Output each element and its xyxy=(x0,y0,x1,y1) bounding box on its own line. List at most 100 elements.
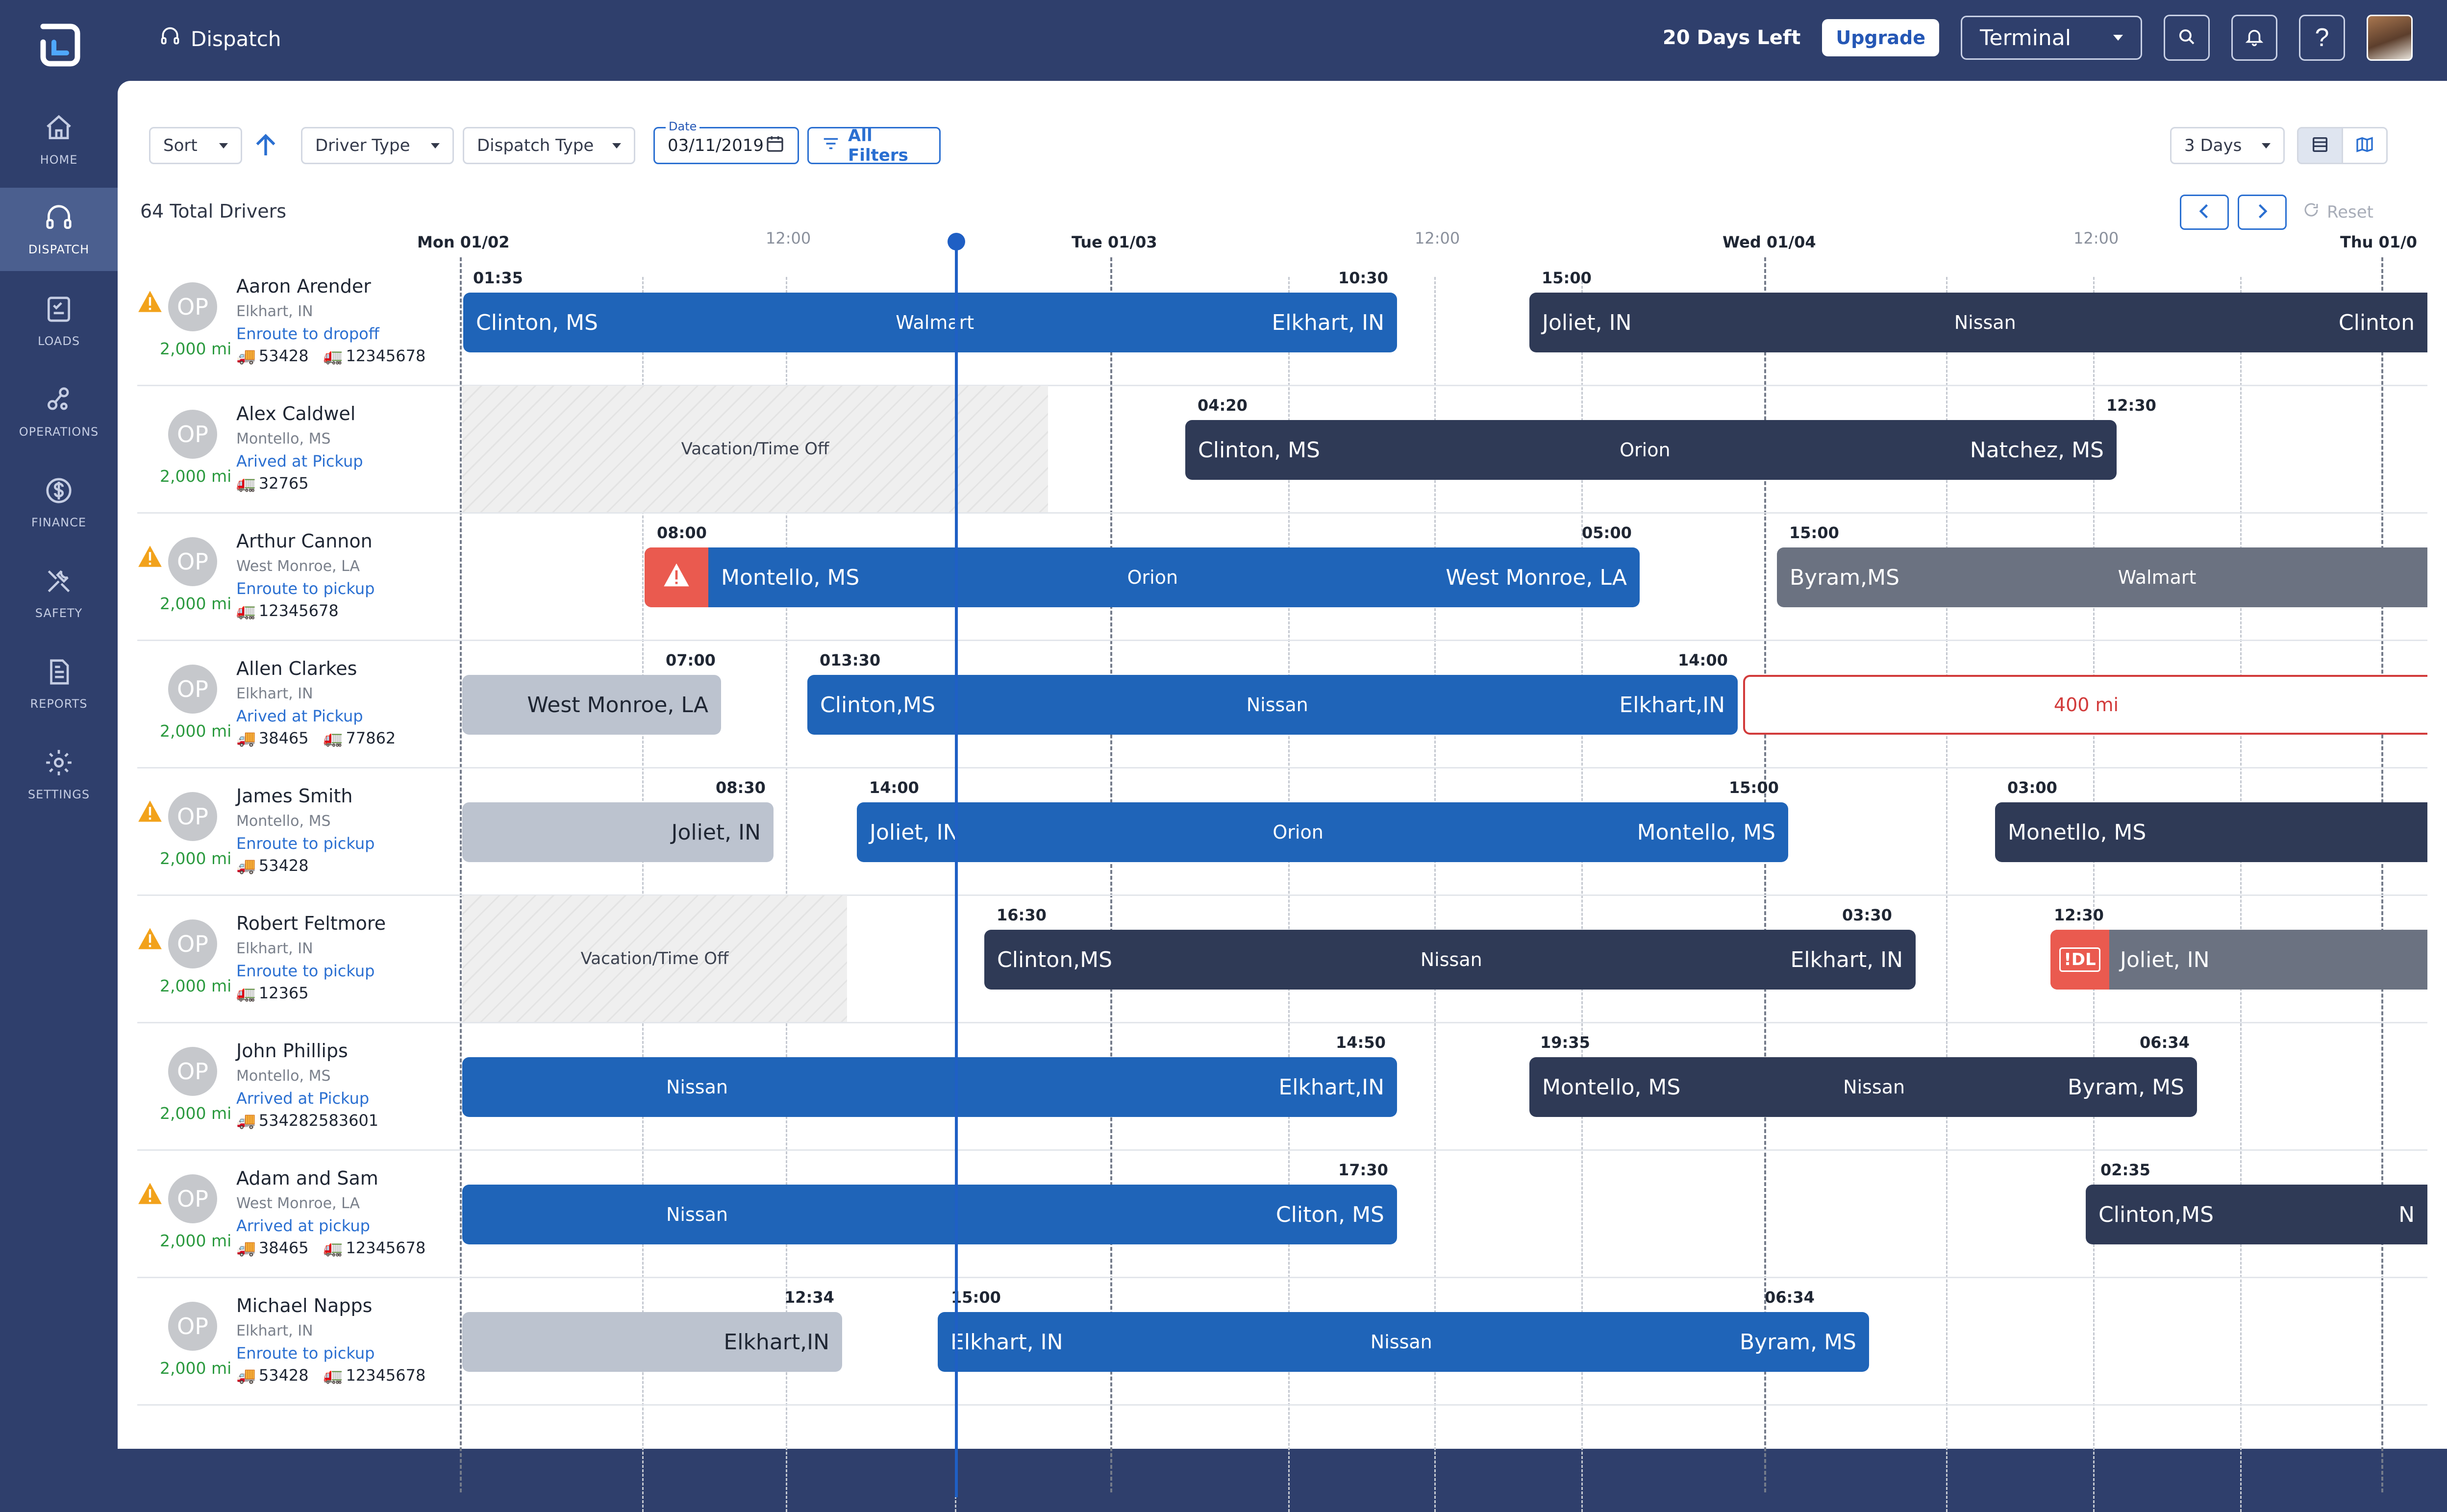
trailer-icon: 🚛 xyxy=(236,984,256,1002)
driver-name[interactable]: Adam and Sam xyxy=(236,1167,378,1189)
vacation-block[interactable]: Vacation/Time Off xyxy=(462,895,847,1022)
load-start-time: 04:20 xyxy=(1198,396,1248,415)
avatar: OP xyxy=(168,919,217,968)
load-bar[interactable]: Monetllo, MS xyxy=(1995,802,2427,862)
driver-type-select[interactable]: Driver Type xyxy=(301,127,454,164)
load-bar[interactable]: Clinton, MS Walmart Elkhart, IN xyxy=(463,293,1397,352)
next-period-button[interactable] xyxy=(2238,195,2287,230)
trailer-number: 12345678 xyxy=(258,601,339,620)
sidebar-item-home[interactable]: HOME xyxy=(0,98,118,181)
noon-label: 12:00 xyxy=(766,229,811,248)
dispatch-type-select[interactable]: Dispatch Type xyxy=(463,127,635,164)
driver-location: Elkhart, IN xyxy=(236,685,313,702)
driver-miles: 2,000 mi xyxy=(160,976,232,995)
avatar: OP xyxy=(168,1302,217,1351)
trailer-icon: 🚛 xyxy=(236,601,256,620)
vacation-label: Vacation/Time Off xyxy=(580,949,729,968)
load-bar[interactable]: Joliet, IN Orion Montello, MS xyxy=(857,802,1788,862)
chevron-down-icon xyxy=(2113,35,2123,41)
load-bar[interactable]: Clinton,MS Nissan Elkhart, IN xyxy=(984,930,1916,990)
load-destination: Elkhart,IN xyxy=(1619,692,1725,718)
load-bar[interactable]: West Monroe, LA xyxy=(462,675,721,735)
sidebar-item-reports[interactable]: REPORTS xyxy=(0,642,118,725)
user-avatar[interactable] xyxy=(2367,15,2413,61)
day-divider xyxy=(460,257,462,1492)
day-divider xyxy=(2381,257,2383,1492)
day-divider xyxy=(1110,257,1112,1492)
load-bar[interactable]: Joliet, IN xyxy=(462,802,774,862)
reset-button[interactable]: Reset xyxy=(2302,201,2373,223)
load-end-time: 08:30 xyxy=(716,778,766,797)
driver-name[interactable]: John Phillips xyxy=(236,1040,348,1062)
trailer-icon: 🚛 xyxy=(323,729,343,747)
load-start-time: 15:00 xyxy=(1542,269,1592,287)
load-destination: Byram, MS xyxy=(1739,1329,1856,1355)
load-customer: Nissan xyxy=(1954,312,2016,333)
load-bar[interactable]: Byram,MS Walmart xyxy=(1777,547,2427,607)
current-time-handle[interactable] xyxy=(948,233,965,250)
sort-select[interactable]: Sort xyxy=(149,127,242,164)
load-bar[interactable]: Clinton,MS N xyxy=(2086,1185,2427,1244)
help-button[interactable]: ? xyxy=(2299,15,2345,61)
terminal-select[interactable]: Terminal xyxy=(1961,16,2142,60)
notifications-button[interactable] xyxy=(2231,15,2277,61)
sort-direction-button[interactable] xyxy=(251,130,280,163)
load-destination: Elkhart,IN xyxy=(724,1329,829,1355)
driver-name[interactable]: Alex Caldwel xyxy=(236,403,356,424)
load-bar[interactable]: Montello, MS Orion West Monroe, LA xyxy=(645,547,1640,607)
load-origin: Montello, MS xyxy=(721,565,860,590)
driver-name[interactable]: Aaron Arender xyxy=(236,275,371,297)
driver-name[interactable]: Arthur Cannon xyxy=(236,530,373,552)
load-start-time: 02:35 xyxy=(2100,1161,2150,1179)
driver-name[interactable]: Michael Napps xyxy=(236,1295,373,1316)
load-origin: Elkhart, IN xyxy=(950,1329,1063,1355)
list-view-button[interactable] xyxy=(2297,127,2343,164)
row-divider xyxy=(137,512,2427,514)
load-bar[interactable]: Nissan Cliton, MS xyxy=(462,1185,1397,1244)
sidebar-item-finance[interactable]: FINANCE xyxy=(0,461,118,544)
date-field[interactable]: Date 03/11/2019 xyxy=(653,120,799,164)
driver-units: 🚚 38465 🚛 77862 xyxy=(236,729,396,747)
row-divider xyxy=(137,1149,2427,1151)
sidebar-item-safety[interactable]: SAFETY xyxy=(0,551,118,635)
map-view-button[interactable] xyxy=(2342,127,2388,164)
range-select[interactable]: 3 Days xyxy=(2170,127,2285,164)
sidebar-item-operations[interactable]: OPERATIONS xyxy=(0,370,118,453)
row-divider xyxy=(137,640,2427,641)
load-bar[interactable]: Elkhart, IN Nissan Byram, MS xyxy=(938,1312,1869,1372)
noon-label: 12:00 xyxy=(1415,229,1460,248)
upgrade-button[interactable]: Upgrade xyxy=(1822,19,1939,56)
all-filters-button[interactable]: All Filters xyxy=(807,126,941,165)
load-bar[interactable]: Elkhart,IN xyxy=(462,1312,842,1372)
sidebar-item-dispatch[interactable]: DISPATCH xyxy=(0,188,118,271)
question-icon: ? xyxy=(2315,24,2329,52)
trailer-number: 12345678 xyxy=(346,1366,426,1385)
load-bar[interactable]: Nissan Elkhart,IN xyxy=(462,1057,1397,1117)
driver-name[interactable]: Allen Clarkes xyxy=(236,658,357,679)
driver-name[interactable]: James Smith xyxy=(236,785,353,807)
trailer-number: 12365 xyxy=(258,984,309,1002)
day-label: Wed 01/04 xyxy=(1723,233,1816,251)
filter-icon xyxy=(822,134,840,157)
current-time-line[interactable] xyxy=(955,239,958,1497)
row-divider xyxy=(137,894,2427,896)
prev-period-button[interactable] xyxy=(2180,195,2229,230)
load-bar[interactable]: Montello, MS Nissan Byram, MS xyxy=(1529,1057,2197,1117)
sidebar-item-settings[interactable]: SETTINGS xyxy=(0,733,118,816)
load-bar[interactable]: Clinton,MS Nissan Elkhart,IN xyxy=(807,675,1738,735)
load-customer: Nissan xyxy=(1370,1331,1432,1353)
caret-down-icon xyxy=(219,143,228,149)
empty-miles-bar[interactable]: 400 mi xyxy=(1743,675,2427,735)
driver-name[interactable]: Robert Feltmore xyxy=(236,913,386,934)
load-bar[interactable]: !DL Joliet, IN xyxy=(2050,930,2427,990)
load-end-time: 12:30 xyxy=(2106,396,2156,415)
search-button[interactable] xyxy=(2164,15,2210,61)
sidebar-item-loads[interactable]: LOADS xyxy=(0,279,118,363)
load-bar[interactable]: Joliet, IN Nissan Clinton xyxy=(1529,293,2427,352)
load-bar[interactable]: Clinton, MS Orion Natchez, MS xyxy=(1185,420,2117,480)
driver-location: Montello, MS xyxy=(236,1067,331,1085)
dispatch-type-label: Dispatch Type xyxy=(477,136,594,155)
app-logo[interactable] xyxy=(34,21,83,70)
vacation-block[interactable]: Vacation/Time Off xyxy=(462,386,1048,512)
alert-badge xyxy=(645,547,708,607)
